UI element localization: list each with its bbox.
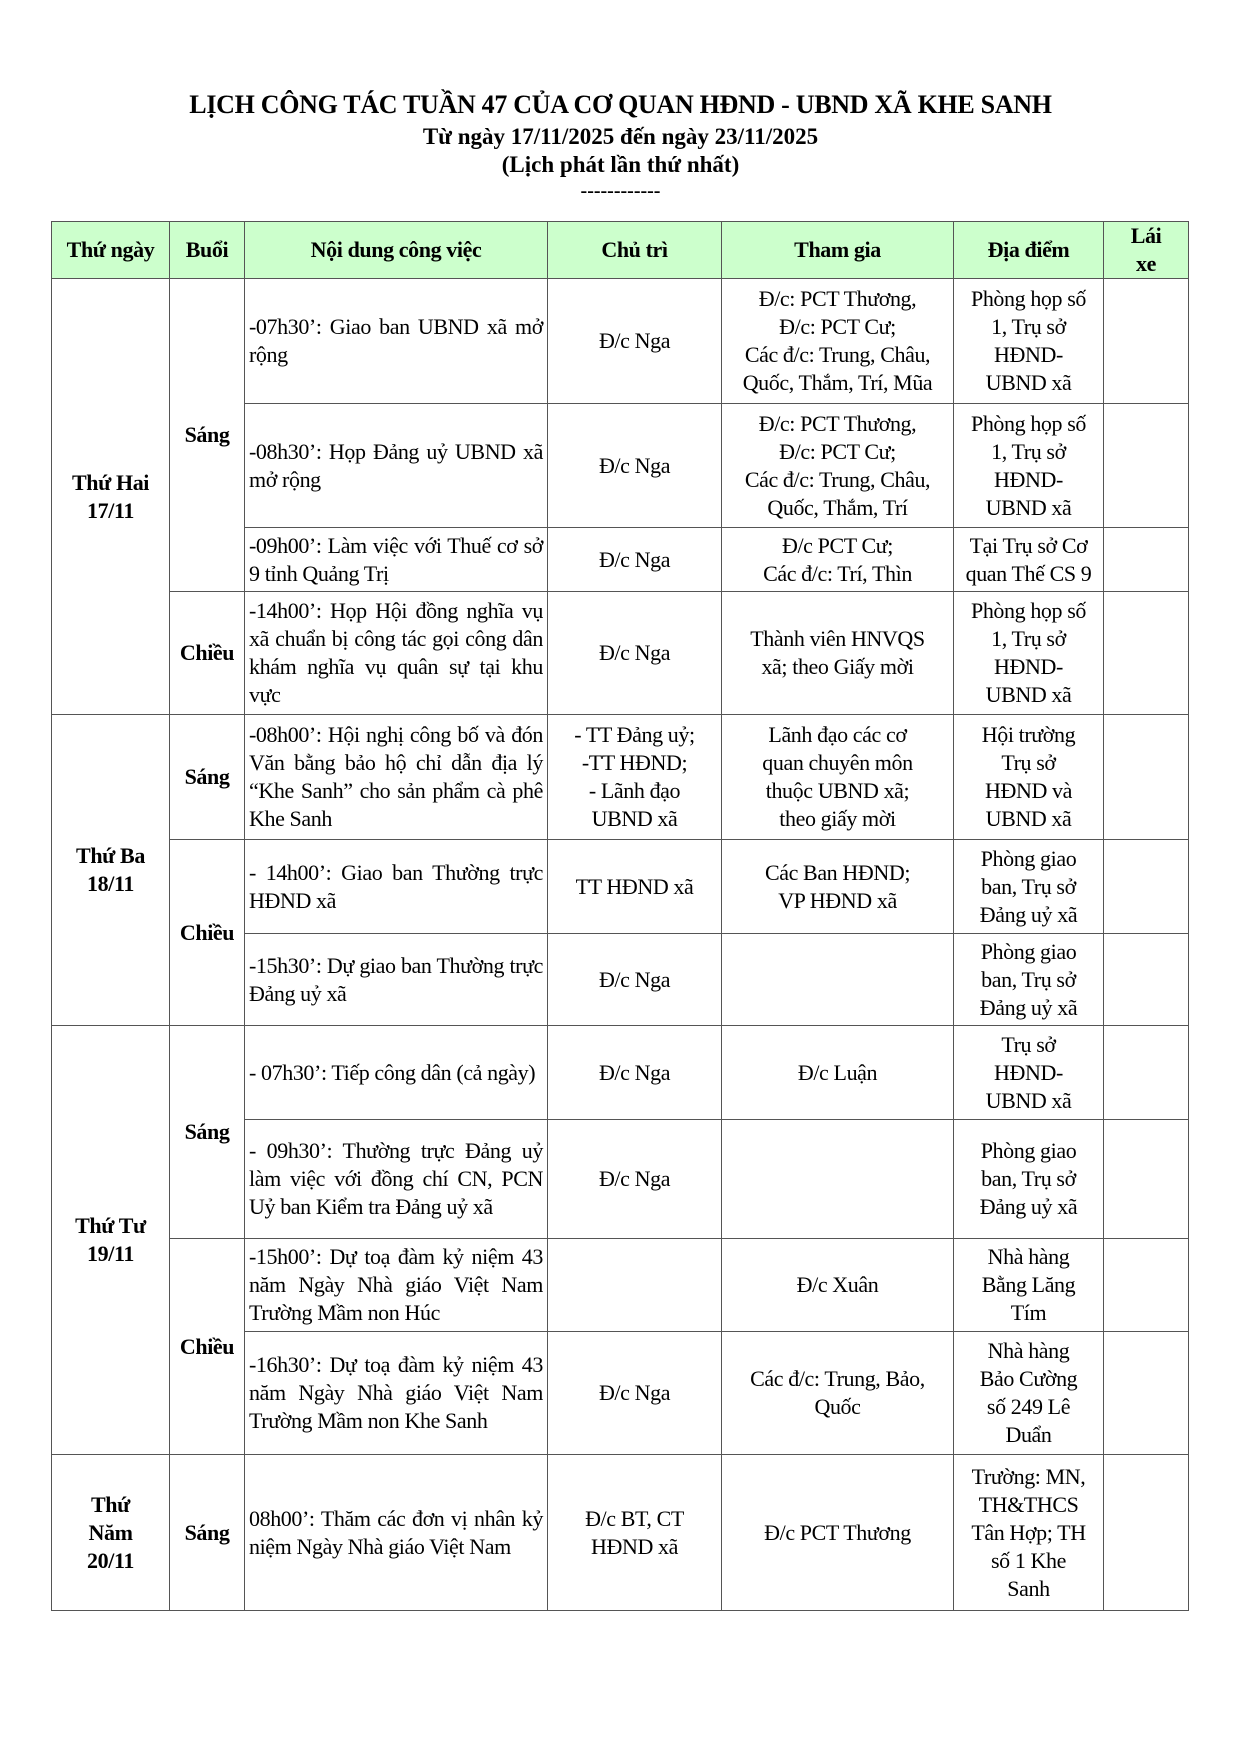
driver-cell [1103, 278, 1189, 404]
day-cell: Thứ Hai 17/11 [51, 278, 170, 715]
table-row: Thứ Hai 17/11 Sáng -07h30’: Giao ban UBND … [51, 278, 1189, 715]
location-cell: Phòng họp số 1, Trụ sở HĐND- UBND xã [953, 278, 1104, 404]
content-cell: -15h30’: Dự giao ban Thường trực Đảng uỷ… [244, 933, 548, 1026]
driver-cell [1103, 1025, 1189, 1120]
participants-cell: Các Ban HĐND; VP HĐND xã [721, 839, 954, 934]
session-cell: Chiều [169, 591, 245, 715]
session-cell: Sáng [169, 278, 245, 592]
table-row: -08h30’: Họp Đảng uỷ UBND xã mở rộng Đ/c … [52, 403, 1189, 528]
location-cell: Trụ sở HĐND- UBND xã [953, 1025, 1104, 1120]
chair-cell: TT HĐND xã [547, 839, 722, 934]
driver-cell [1103, 591, 1189, 715]
table-row: Thứ Tư 19/11 Sáng - 07h30’: Tiếp công dân … [51, 1025, 1189, 1455]
edition-note: (Lịch phát lần thứ nhất) [501, 152, 740, 177]
session-cell: Chiều [169, 1238, 245, 1455]
day-cell: Thứ Ba 18/11 [51, 714, 170, 1026]
table-row: -09h00’: Làm việc với Thuế cơ sở 9 tỉnh … [52, 527, 1189, 592]
col-session-header: Buổi [169, 221, 245, 279]
chair-cell: Đ/c Nga [547, 591, 722, 715]
driver-cell [1103, 1331, 1189, 1455]
location-cell: Phòng giao ban, Trụ sở Đảng uỷ xã [953, 1119, 1104, 1239]
driver-cell [1103, 1238, 1189, 1332]
col-chair-header: Chủ trì [547, 221, 722, 279]
header-row: Thứ ngày Buổi Nội dung công việc Chủ trì Tha… [51, 221, 1189, 279]
chair-cell: Đ/c Nga [547, 933, 722, 1026]
chair-cell: Đ/c Nga [547, 527, 722, 592]
driver-cell [1103, 1119, 1189, 1239]
chair-cell: - TT Đảng uỷ; -TT HĐND; - Lãnh đạo UBND … [547, 714, 722, 840]
col-content-header: Nội dung công việc [244, 221, 548, 279]
table-row: Chiều -15h00’: Dự toạ đàm kỷ niệm 43 năm … [52, 1238, 1189, 1455]
separator: ------------ [580, 180, 661, 202]
participants-cell: Các đ/c: Trung, Bảo, Quốc [721, 1331, 954, 1455]
document-title: LỊCH CÔNG TÁC TUẦN 47 CỦA CƠ QUAN HĐND -… [189, 90, 1052, 119]
content-cell: -08h30’: Họp Đảng uỷ UBND xã mở rộng [244, 403, 548, 528]
col-location-header: Địa điểm [953, 221, 1104, 279]
location-cell: Phòng giao ban, Trụ sở Đảng uỷ xã [953, 839, 1104, 934]
chair-cell: Đ/c Nga [547, 278, 722, 404]
driver-cell [1103, 714, 1189, 840]
day-cell: Thứ Năm 20/11 [51, 1454, 170, 1611]
col-day-header: Thứ ngày [51, 221, 170, 279]
session-cell: Sáng [169, 1025, 245, 1239]
driver-cell [1103, 403, 1189, 528]
location-cell: Hội trường Trụ sở HĐND và UBND xã [953, 714, 1104, 840]
date-range: Từ ngày 17/11/2025 đến ngày 23/11/2025 [422, 124, 819, 149]
content-cell: -09h00’: Làm việc với Thuế cơ sở 9 tỉnh … [244, 527, 548, 592]
day-cell: Thứ Tư 19/11 [51, 1025, 170, 1455]
participants-cell: Đ/c Luận [721, 1025, 954, 1120]
participants-cell: Đ/c Xuân [721, 1238, 954, 1332]
table-row: - 09h30’: Thường trực Đảng uỷ làm việc v… [52, 1119, 1189, 1239]
participants-cell [721, 933, 954, 1026]
content-cell: -14h00’: Họp Hội đồng nghĩa vụ xã chuẩn … [244, 591, 548, 715]
table-row: Thứ Ba 18/11 Sáng -08h00’: Hội nghị công b… [51, 714, 1189, 1026]
col-participants-header: Tham gia [721, 221, 954, 279]
participants-cell: Đ/c PCT Cư; Các đ/c: Trí, Thìn [721, 527, 954, 592]
schedule-table: Thứ ngày Buổi Nội dung công việc Chủ trì Tha… [51, 221, 1189, 1611]
location-cell: Tại Trụ sở Cơ quan Thế CS 9 [953, 527, 1104, 592]
participants-cell [721, 1119, 954, 1239]
session-cell: Sáng [169, 714, 245, 840]
content-cell: -16h30’: Dự toạ đàm kỷ niệm 43 năm Ngày … [244, 1331, 548, 1455]
location-cell: Phòng họp số 1, Trụ sở HĐND- UBND xã [953, 591, 1104, 715]
table-row: Chiều -14h00’: Họp Hội đồng nghĩa vụ xã c… [52, 591, 1189, 715]
location-cell: Nhà hàng Bảo Cường số 249 Lê Duẩn [953, 1331, 1104, 1455]
content-cell: - 14h00’: Giao ban Thường trực HĐND xã [244, 839, 548, 934]
content-cell: - 09h30’: Thường trực Đảng uỷ làm việc v… [244, 1119, 548, 1239]
driver-cell [1103, 839, 1189, 934]
participants-cell: Thành viên HNVQS xã; theo Giấy mời [721, 591, 954, 715]
location-cell: Phòng giao ban, Trụ sở Đảng uỷ xã [953, 933, 1104, 1026]
content-cell: -07h30’: Giao ban UBND xã mở rộng [244, 278, 548, 404]
chair-cell: Đ/c Nga [547, 1119, 722, 1239]
chair-cell: Đ/c Nga [547, 403, 722, 528]
participants-cell: Đ/c PCT Thương [721, 1454, 954, 1611]
participants-cell: Lãnh đạo các cơ quan chuyên môn thuộc UB… [721, 714, 954, 840]
table-row: Chiều - 14h00’: Giao ban Thường trực HĐND… [52, 839, 1189, 1026]
chair-cell: Đ/c Nga [547, 1331, 722, 1455]
chair-cell: Đ/c BT, CT HĐND xã [547, 1454, 722, 1611]
chair-cell [547, 1238, 722, 1332]
col-driver-header: Lái xe [1103, 221, 1189, 279]
session-cell: Chiều [169, 839, 245, 1026]
participants-cell: Đ/c: PCT Thương, Đ/c: PCT Cư; Các đ/c: T… [721, 278, 954, 404]
participants-cell: Đ/c: PCT Thương, Đ/c: PCT Cư; Các đ/c: T… [721, 403, 954, 528]
driver-cell [1103, 1454, 1189, 1611]
table-row: -16h30’: Dự toạ đàm kỷ niệm 43 năm Ngày … [52, 1331, 1189, 1455]
location-cell: Phòng họp số 1, Trụ sở HĐND- UBND xã [953, 403, 1104, 528]
location-cell: Nhà hàng Bằng Lăng Tím [953, 1238, 1104, 1332]
content-cell: -15h00’: Dự toạ đàm kỷ niệm 43 năm Ngày … [244, 1238, 548, 1332]
content-cell: - 07h30’: Tiếp công dân (cả ngày) [244, 1025, 548, 1120]
driver-cell [1103, 527, 1189, 592]
session-cell: Sáng [169, 1454, 245, 1611]
location-cell: Trường: MN, TH&THCS Tân Hợp; TH số 1 Khe… [953, 1454, 1104, 1611]
chair-cell: Đ/c Nga [547, 1025, 722, 1120]
content-cell: -08h00’: Hội nghị công bố và đón Văn bằn… [244, 714, 548, 840]
content-cell: 08h00’: Thăm các đơn vị nhân kỷ niệm Ngà… [244, 1454, 548, 1611]
table-row: Thứ Năm 20/11 Sáng 08h00’: Thăm các đơn vị… [51, 1454, 1189, 1611]
driver-cell [1103, 933, 1189, 1026]
